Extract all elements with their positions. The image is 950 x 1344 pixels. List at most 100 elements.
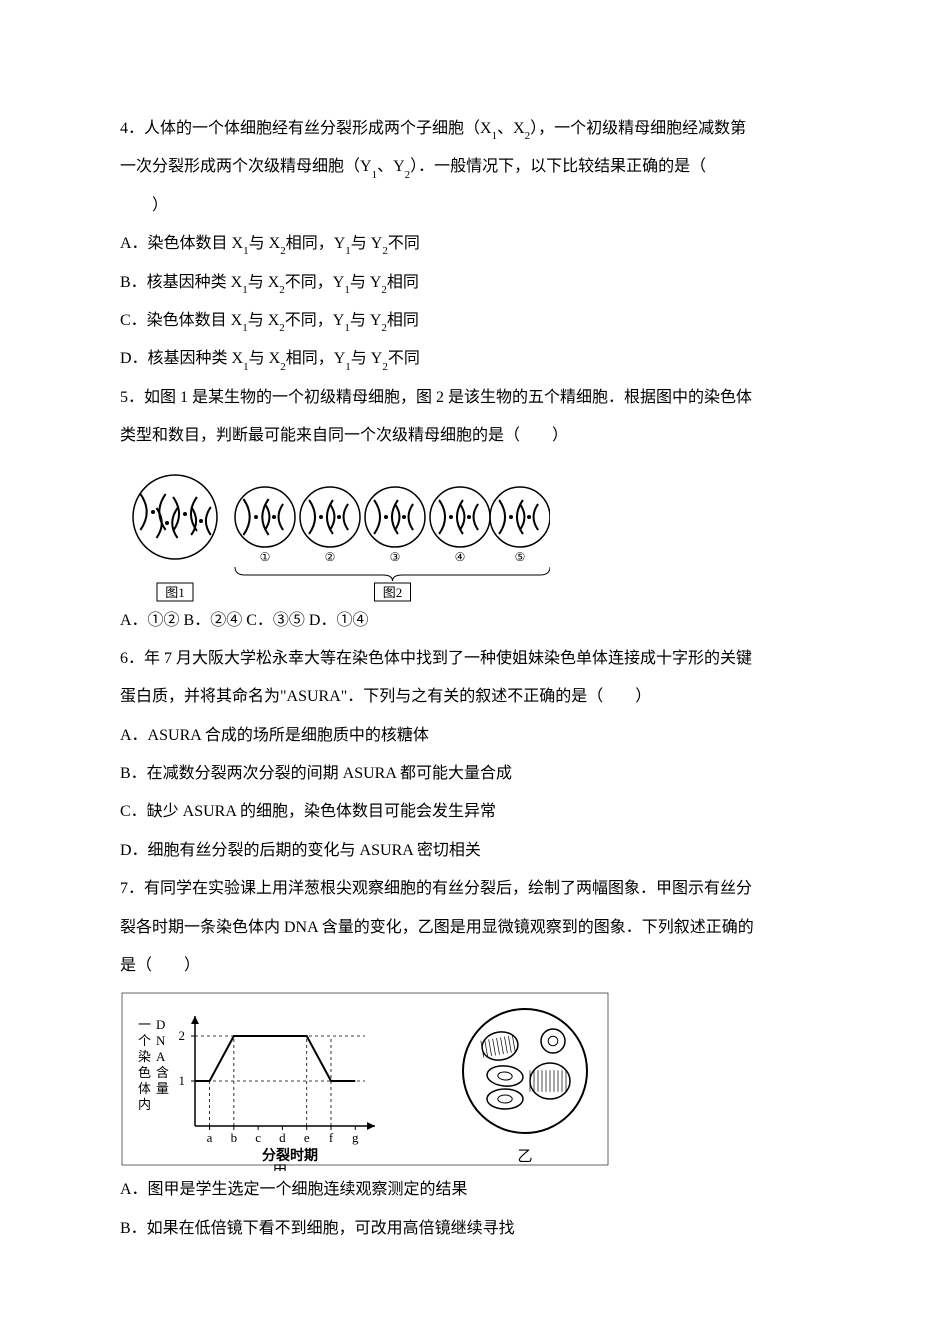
- subscript: 2: [381, 322, 387, 334]
- text: 不同: [388, 235, 420, 252]
- subscript: 1: [372, 169, 378, 181]
- svg-text:f: f: [329, 1130, 334, 1145]
- svg-text:内: 内: [138, 1097, 151, 1112]
- text: 不同，Y: [285, 274, 345, 291]
- q4-option-a: A．染色体数目 X1与 X2相同，Y1与 Y2不同: [120, 225, 830, 263]
- svg-text:N: N: [156, 1033, 166, 1048]
- svg-text:染: 染: [138, 1049, 151, 1064]
- svg-text:e: e: [304, 1130, 310, 1145]
- q6-stem-line2: 蛋白质，并将其命名为"ASURA"．下列与之有关的叙述不正确的是（ ）: [120, 678, 830, 716]
- svg-text:体: 体: [138, 1081, 151, 1096]
- text: D．核基因种类 X: [120, 350, 243, 367]
- text: ）．一般情况下，以下比较结果正确的是（: [410, 158, 706, 175]
- subscript: 1: [242, 322, 248, 334]
- text: 4．人体的一个体细胞经有丝分裂形成两个子细胞（X: [120, 120, 492, 137]
- q4-option-d: D．核基因种类 X1与 X2相同，Y1与 Y2不同: [120, 340, 830, 378]
- subscript: 2: [525, 130, 531, 142]
- text: ），一个初级精母细胞经减数第: [530, 120, 746, 137]
- text: 与 X: [249, 350, 281, 367]
- svg-text:1: 1: [179, 1073, 186, 1088]
- svg-text:个: 个: [138, 1033, 151, 1048]
- subscript: 2: [279, 322, 285, 334]
- subscript: 1: [345, 361, 351, 373]
- q6-option-b: B．在减数分裂两次分裂的间期 ASURA 都可能大量合成: [120, 755, 830, 793]
- text: 与 Y: [351, 235, 383, 252]
- svg-text:乙: 乙: [517, 1149, 532, 1165]
- q5-figure: ① ② ③ ④ ⑤ 图1 图2: [120, 462, 830, 602]
- text: 与 X: [249, 235, 281, 252]
- q7-stem-line3: 是（ ）: [120, 947, 830, 985]
- q5-cells-diagram: ① ② ③ ④ ⑤ 图1 图2: [120, 462, 550, 602]
- q4-stem-line2: 一次分裂形成两个次级精母细胞（Y1、Y2）．一般情况下，以下比较结果正确的是（: [120, 148, 830, 186]
- text: 与 X: [248, 312, 280, 329]
- svg-text:c: c: [255, 1130, 261, 1145]
- svg-text:⑤: ⑤: [515, 550, 526, 564]
- q5-options: A．①② B．②④ C．③⑤ D．①④: [120, 602, 830, 640]
- svg-text:②: ②: [325, 550, 336, 564]
- text: 相同: [387, 274, 419, 291]
- svg-text:含: 含: [156, 1065, 169, 1080]
- subscript: 1: [492, 130, 498, 142]
- text: 、Y: [377, 158, 405, 175]
- svg-text:③: ③: [390, 550, 401, 564]
- svg-text:D: D: [156, 1017, 165, 1032]
- q7-option-a: A．图甲是学生选定一个细胞连续观察测定的结果: [120, 1171, 830, 1209]
- q4-stem-line3: ）: [120, 187, 830, 225]
- q4-option-b: B．核基因种类 X1与 X2不同，Y1与 Y2相同: [120, 264, 830, 302]
- text: 与 Y: [351, 350, 383, 367]
- text: 不同: [388, 350, 420, 367]
- text: 相同: [387, 312, 419, 329]
- text: C．染色体数目 X: [120, 312, 242, 329]
- subscript: 2: [381, 284, 387, 296]
- svg-text:①: ①: [260, 550, 271, 564]
- svg-text:色: 色: [138, 1065, 151, 1080]
- q6-option-a: A．ASURA 合成的场所是细胞质中的核糖体: [120, 717, 830, 755]
- text: A．染色体数目 X: [120, 235, 243, 252]
- text: 与 Y: [350, 312, 382, 329]
- svg-text:图1: 图1: [165, 585, 185, 600]
- text: 一次分裂形成两个次级精母细胞（Y: [120, 158, 372, 175]
- text: 与 Y: [350, 274, 382, 291]
- svg-text:图2: 图2: [383, 585, 403, 600]
- subscript: 2: [280, 361, 286, 373]
- text: 、X: [497, 120, 525, 137]
- svg-text:④: ④: [455, 550, 466, 564]
- svg-text:b: b: [231, 1130, 238, 1145]
- q6-stem-line1: 6．年 7 月大阪大学松永幸大等在染色体中找到了一种使姐妹染色单体连接成十字形的…: [120, 640, 830, 678]
- q5-stem-line1: 5．如图 1 是某生物的一个初级精母细胞，图 2 是该生物的五个精细胞．根据图中…: [120, 379, 830, 417]
- subscript: 2: [405, 169, 411, 181]
- subscript: 1: [344, 322, 350, 334]
- text: 不同，Y: [285, 312, 345, 329]
- q6-option-c: C．缺少 ASURA 的细胞，染色体数目可能会发生异常: [120, 793, 830, 831]
- svg-text:g: g: [352, 1130, 359, 1145]
- svg-text:A: A: [156, 1049, 166, 1064]
- q5-stem-line2: 类型和数目，判断最可能来自同一个次级精母细胞的是（ ）: [120, 417, 830, 455]
- q4-stem-line1: 4．人体的一个体细胞经有丝分裂形成两个子细胞（X1、X2），一个初级精母细胞经减…: [120, 110, 830, 148]
- svg-text:a: a: [207, 1130, 213, 1145]
- subscript: 2: [382, 245, 388, 257]
- q7-option-b: B．如果在低倍镜下看不到细胞，可改用高倍镜继续寻找: [120, 1210, 830, 1248]
- q7-stem-line1: 7．有同学在实验课上用洋葱根尖观察细胞的有丝分裂后，绘制了两幅图象．甲图示有丝分: [120, 870, 830, 908]
- svg-text:d: d: [279, 1130, 286, 1145]
- subscript: 1: [344, 284, 350, 296]
- svg-text:量: 量: [156, 1081, 169, 1096]
- q6-option-d: D．细胞有丝分裂的后期的变化与 ASURA 密切相关: [120, 832, 830, 870]
- q7-chart-and-microscope: 12abcdefg一个染色体内DNA含量分裂时期甲乙: [120, 991, 610, 1171]
- text: B．核基因种类 X: [120, 274, 242, 291]
- svg-text:一: 一: [138, 1017, 151, 1032]
- subscript: 1: [242, 284, 248, 296]
- subscript: 1: [243, 361, 249, 373]
- exam-page: 4．人体的一个体细胞经有丝分裂形成两个子细胞（X1、X2），一个初级精母细胞经减…: [0, 0, 950, 1308]
- svg-text:分裂时期: 分裂时期: [262, 1147, 318, 1164]
- text: 相同，Y: [286, 235, 346, 252]
- q4-option-c: C．染色体数目 X1与 X2不同，Y1与 Y2相同: [120, 302, 830, 340]
- svg-text:2: 2: [179, 1028, 186, 1043]
- subscript: 1: [345, 245, 351, 257]
- q7-stem-line2: 裂各时期一条染色体内 DNA 含量的变化，乙图是用显微镜观察到的图象．下列叙述正…: [120, 909, 830, 947]
- subscript: 2: [280, 245, 286, 257]
- text: 相同，Y: [286, 350, 346, 367]
- text: 与 X: [248, 274, 280, 291]
- subscript: 2: [382, 361, 388, 373]
- q7-figure: 12abcdefg一个染色体内DNA含量分裂时期甲乙: [120, 991, 830, 1171]
- subscript: 2: [279, 284, 285, 296]
